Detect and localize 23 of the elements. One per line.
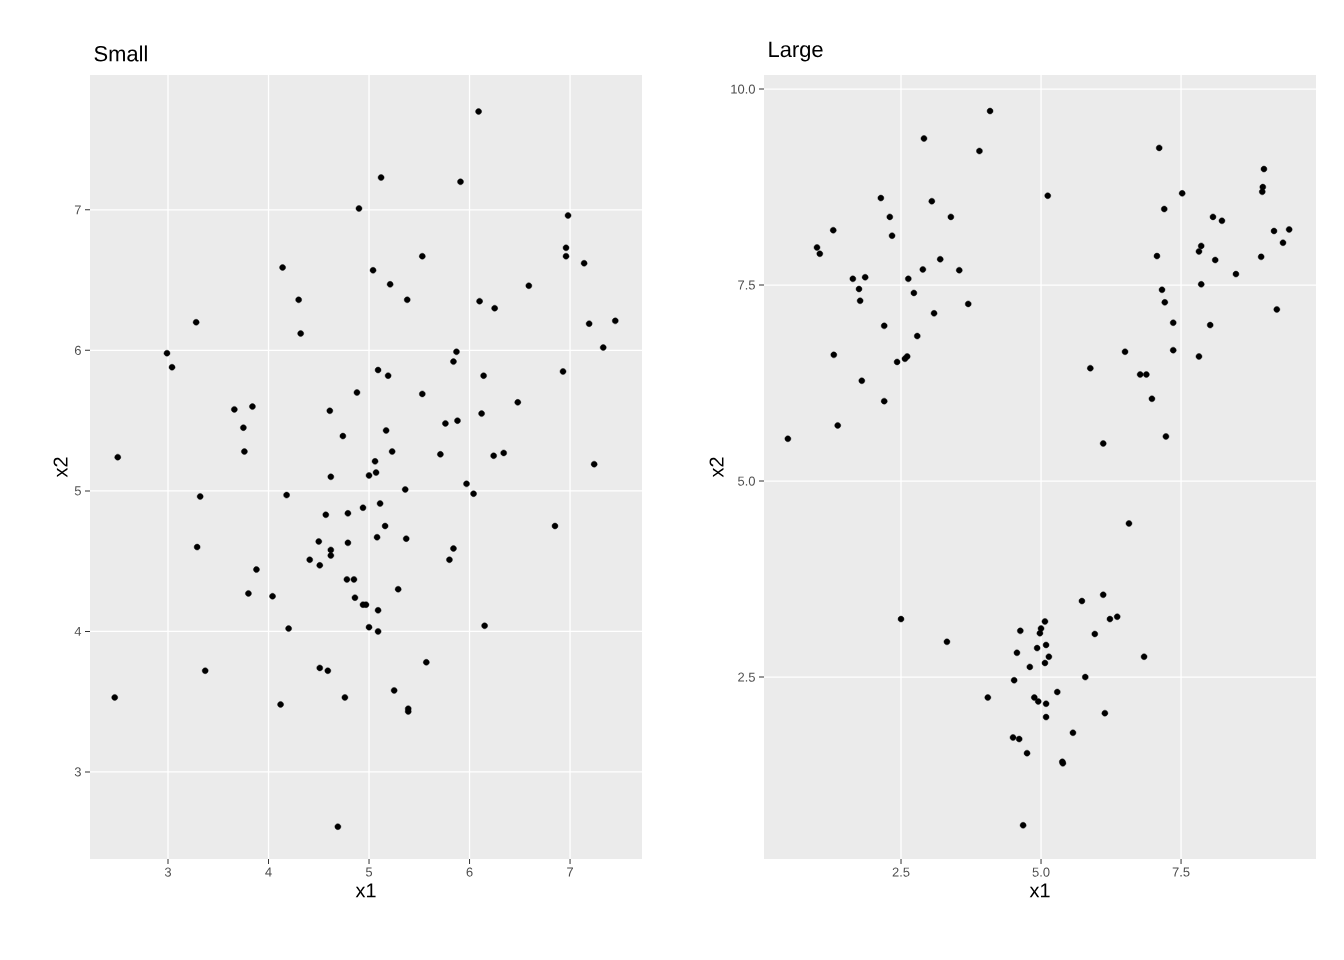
- y-tick-label: 5: [74, 486, 81, 496]
- x-tick-label: 2.5: [892, 867, 910, 877]
- y-tick-label: 4: [74, 626, 82, 636]
- y-tick-label: 7.5: [738, 280, 755, 290]
- x-tick-label: 5: [365, 867, 373, 877]
- y-tick-label: 5.0: [738, 476, 755, 486]
- x-tick-label: 7: [567, 867, 573, 877]
- y-tick-label: 10.0: [731, 84, 755, 94]
- x-tick-label: 4: [265, 867, 272, 877]
- x-tick-label: 3: [164, 867, 172, 877]
- x-tick-label: 5.0: [1032, 867, 1050, 877]
- y-axis-title: x2: [53, 457, 68, 478]
- y-tick-label: 3: [74, 767, 81, 777]
- x-tick-label: 6: [466, 867, 473, 877]
- x-tick-label: 7.5: [1172, 867, 1190, 877]
- chart-title: Small: [94, 45, 147, 62]
- chart-title: Large: [769, 41, 823, 62]
- y-axis-title: x2: [709, 457, 724, 478]
- x-axis-title: x1: [1029, 883, 1050, 898]
- y-tick-label: 6: [74, 345, 81, 355]
- y-tick-label: 7: [74, 205, 81, 215]
- x-axis-title: x1: [355, 883, 376, 898]
- y-tick-label: 2.5: [738, 672, 755, 682]
